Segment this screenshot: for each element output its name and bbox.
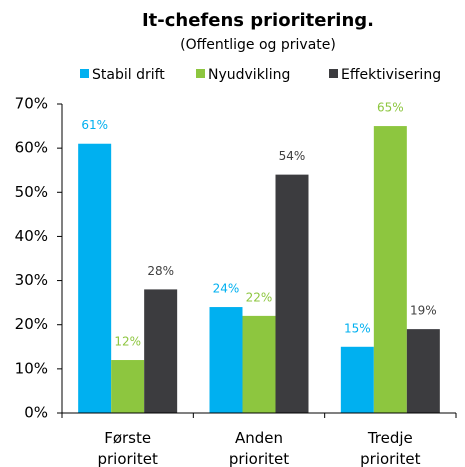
data-label: 22%: [246, 290, 273, 304]
bar: [406, 329, 440, 413]
data-label: 54%: [279, 149, 306, 163]
legend-swatch: [329, 69, 338, 78]
y-tick-label: 0%: [24, 404, 48, 422]
bar: [78, 143, 112, 413]
y-tick-label: 60%: [15, 139, 48, 157]
bar: [144, 289, 178, 413]
data-label: 24%: [213, 282, 240, 296]
data-label: 12%: [114, 335, 141, 349]
bar: [373, 126, 407, 414]
x-tick-label: Tredje prioritet: [360, 429, 421, 467]
bar: [242, 315, 276, 413]
y-tick-label: 30%: [15, 271, 48, 289]
bar: [209, 307, 243, 413]
bar: [275, 174, 309, 413]
chart-subtitle: (Offentlige og private): [180, 37, 336, 53]
y-tick-label: 70%: [15, 95, 48, 113]
legend-swatch: [80, 69, 89, 78]
legend-label: Effektivisering: [341, 67, 441, 83]
bar: [111, 360, 145, 413]
data-label: 15%: [344, 321, 371, 335]
legend-label: Stabil drift: [92, 67, 165, 83]
legend-swatch: [196, 69, 205, 78]
data-label: 61%: [81, 118, 108, 132]
x-tick-label: Anden prioritet: [228, 429, 290, 467]
bar: [340, 346, 374, 413]
x-tick-label: Første prioritet: [97, 429, 158, 467]
data-label: 65%: [377, 101, 404, 115]
chart-title: It-chefens prioritering.: [142, 10, 374, 31]
y-tick-label: 20%: [15, 315, 48, 333]
y-tick-label: 10%: [15, 359, 48, 377]
legend-label: Nyudvikling: [208, 67, 290, 83]
y-tick-label: 50%: [15, 183, 48, 201]
data-label: 28%: [147, 264, 174, 278]
data-label: 19%: [410, 304, 437, 318]
y-tick-label: 40%: [15, 227, 48, 245]
